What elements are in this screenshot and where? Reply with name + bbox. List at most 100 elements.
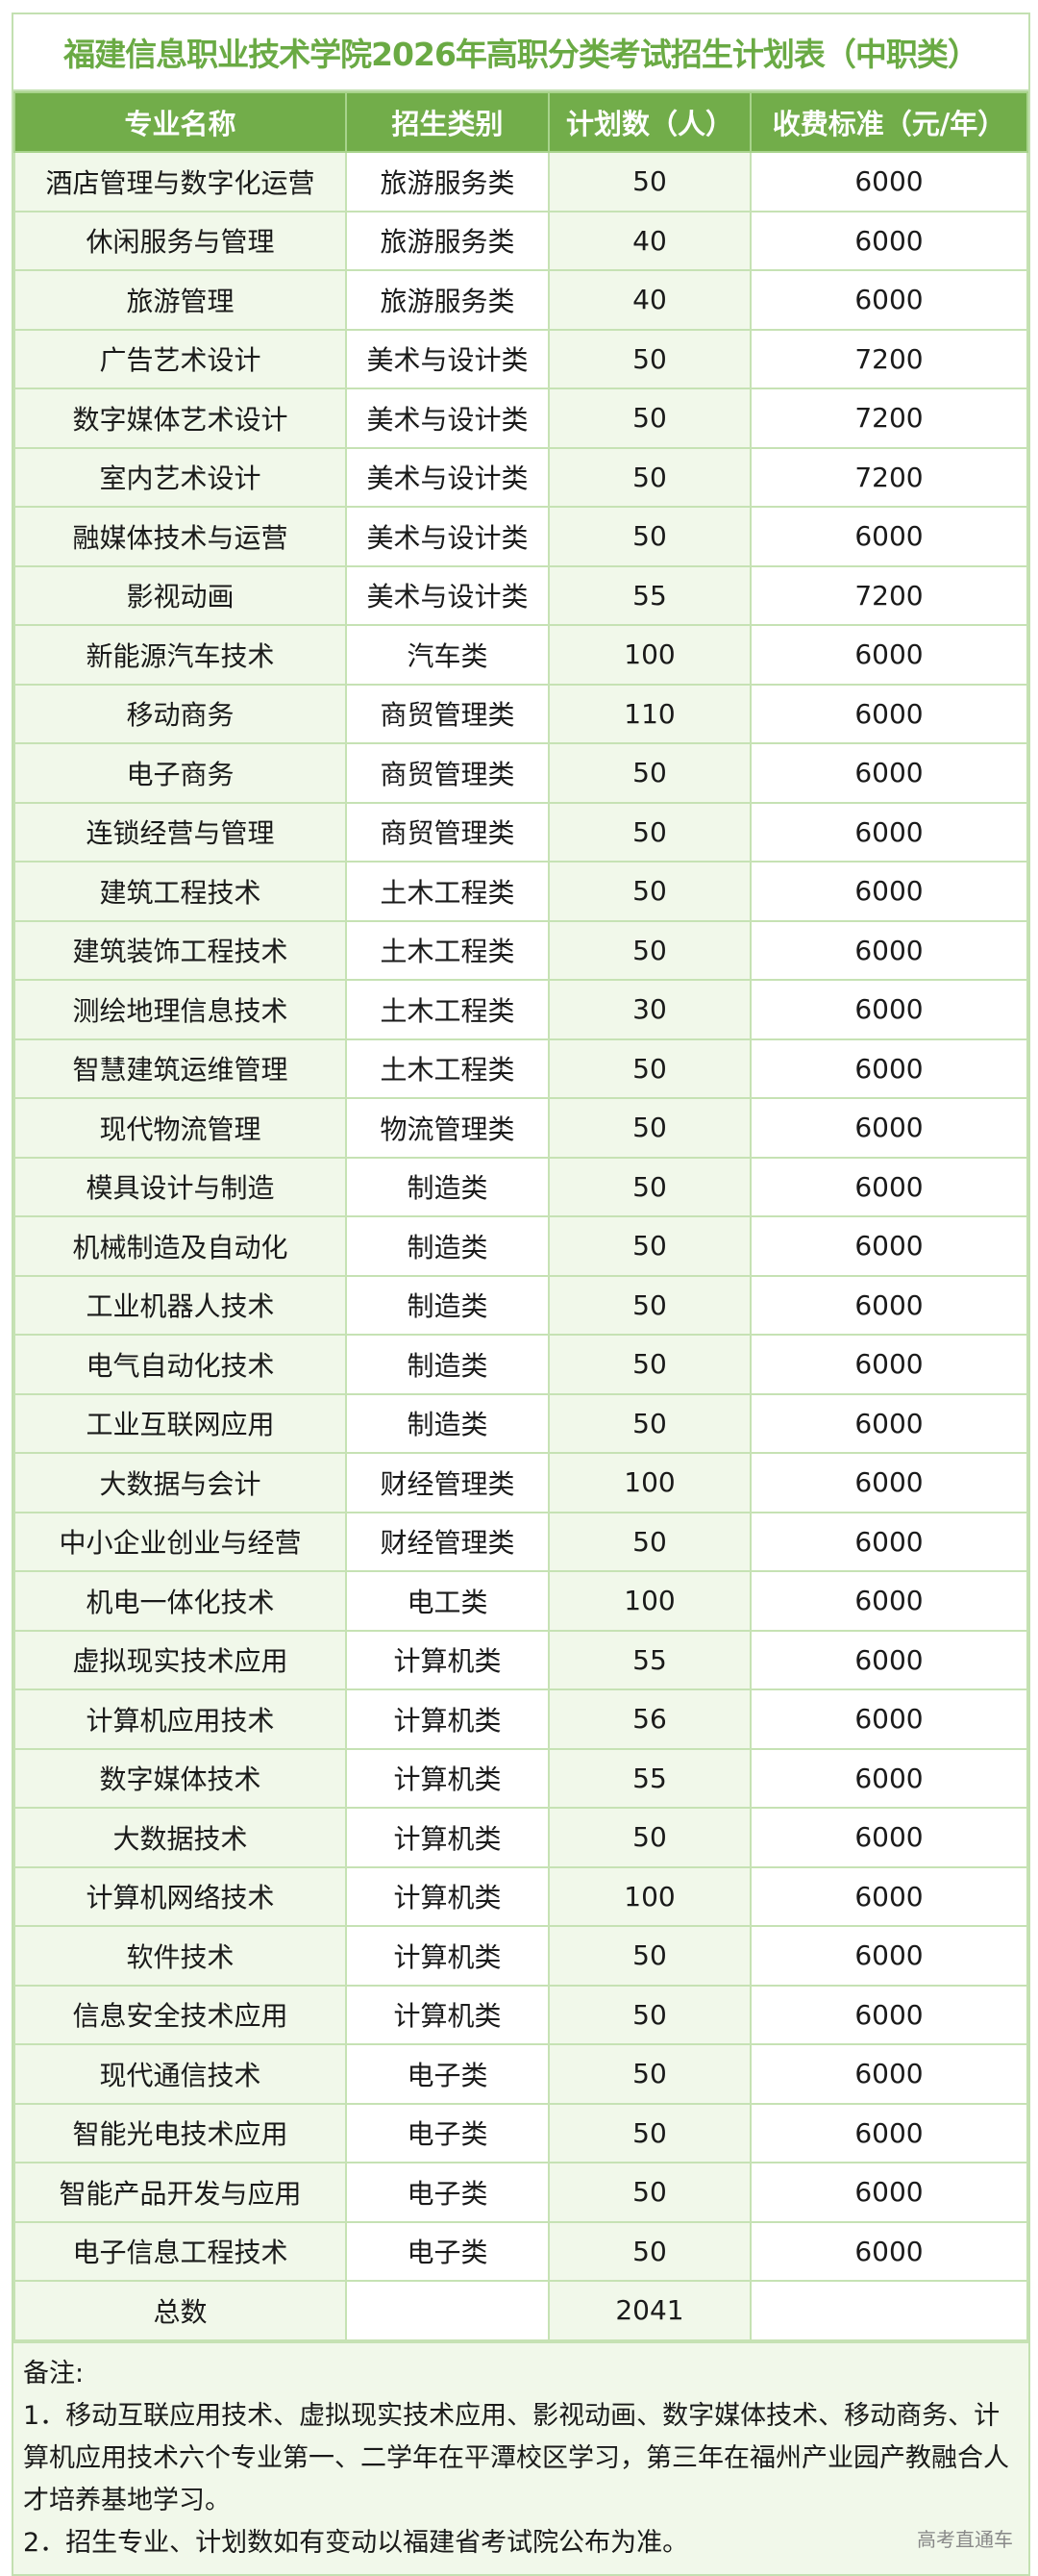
notes-heading: 备注: xyxy=(23,2358,85,2388)
cell-fee: 6000 xyxy=(750,1038,1028,1099)
cell-category: 汽车类 xyxy=(345,624,550,686)
cell-plan-count: 50 xyxy=(548,1097,752,1159)
cell-major: 现代通信技术 xyxy=(13,2043,347,2105)
cell-category: 电工类 xyxy=(345,1570,550,1632)
cell-category: 电子类 xyxy=(345,2220,550,2282)
cell-category: 制造类 xyxy=(345,1156,550,1217)
cell-plan-count: 50 xyxy=(548,1392,752,1454)
cell-category: 旅游服务类 xyxy=(345,269,550,331)
cell-major: 休闲服务与管理 xyxy=(13,210,347,271)
cell-major: 数字媒体技术 xyxy=(13,1747,347,1809)
table-row: 电子商务 商贸管理类 50 6000 xyxy=(13,742,1028,804)
cell-plan-count: 50 xyxy=(548,1925,752,1987)
cell-category: 制造类 xyxy=(345,1392,550,1454)
cell-major: 模具设计与制造 xyxy=(13,1156,347,1217)
cell-plan-count: 40 xyxy=(548,210,752,271)
table-row: 室内艺术设计 美术与设计类 50 7200 xyxy=(13,446,1028,508)
cell-plan-count: 50 xyxy=(548,1274,752,1336)
cell-category: 物流管理类 xyxy=(345,1097,550,1159)
total-count: 2041 xyxy=(548,2280,752,2341)
cell-plan-count: 50 xyxy=(548,2102,752,2163)
cell-fee: 6000 xyxy=(750,1392,1028,1454)
cell-major: 计算机应用技术 xyxy=(13,1688,347,1750)
cell-category: 土木工程类 xyxy=(345,979,550,1040)
cell-category: 美术与设计类 xyxy=(345,328,550,389)
table-row: 软件技术 计算机类 50 6000 xyxy=(13,1925,1028,1987)
cell-category: 美术与设计类 xyxy=(345,564,550,626)
cell-fee: 6000 xyxy=(750,979,1028,1040)
cell-category: 旅游服务类 xyxy=(345,210,550,271)
table-row: 工业机器人技术 制造类 50 6000 xyxy=(13,1274,1028,1336)
table-row: 测绘地理信息技术 土木工程类 30 6000 xyxy=(13,979,1028,1040)
cell-category: 土木工程类 xyxy=(345,919,550,981)
cell-plan-count: 50 xyxy=(548,1156,752,1217)
cell-category: 美术与设计类 xyxy=(345,388,550,449)
table-row: 电气自动化技术 制造类 50 6000 xyxy=(13,1334,1028,1395)
table-row: 智能光电技术应用 电子类 50 6000 xyxy=(13,2102,1028,2163)
table-row: 现代通信技术 电子类 50 6000 xyxy=(13,2043,1028,2105)
cell-category: 美术与设计类 xyxy=(345,506,550,567)
cell-plan-count: 40 xyxy=(548,269,752,331)
cell-fee: 6000 xyxy=(750,1925,1028,1987)
table-row: 旅游管理 旅游服务类 40 6000 xyxy=(13,269,1028,331)
cell-plan-count: 50 xyxy=(548,2043,752,2105)
cell-fee: 7200 xyxy=(750,388,1028,449)
cell-category: 美术与设计类 xyxy=(345,446,550,508)
note-item: 2．招生专业、计划数如有变动以福建省考试院公布为准。 xyxy=(23,2527,689,2558)
cell-category: 计算机类 xyxy=(345,1629,550,1690)
cell-major: 现代物流管理 xyxy=(13,1097,347,1159)
table-row: 现代物流管理 物流管理类 50 6000 xyxy=(13,1097,1028,1159)
cell-fee: 6000 xyxy=(750,919,1028,981)
cell-major: 电子商务 xyxy=(13,742,347,804)
cell-major: 影视动画 xyxy=(13,564,347,626)
cell-category: 电子类 xyxy=(345,2043,550,2105)
cell-plan-count: 50 xyxy=(548,446,752,508)
cell-fee: 6000 xyxy=(750,1747,1028,1809)
cell-major: 新能源汽车技术 xyxy=(13,624,347,686)
cell-category: 计算机类 xyxy=(345,1984,550,2045)
cell-plan-count: 50 xyxy=(548,1334,752,1395)
cell-fee: 6000 xyxy=(750,1629,1028,1690)
cell-major: 酒店管理与数字化运营 xyxy=(13,151,347,213)
cell-major: 连锁经营与管理 xyxy=(13,801,347,863)
cell-fee: 6000 xyxy=(750,1156,1028,1217)
cell-plan-count: 100 xyxy=(548,1570,752,1632)
watermark: 高考直通车 xyxy=(917,2527,1013,2551)
cell-plan-count: 50 xyxy=(548,1984,752,2045)
table-row: 计算机网络技术 计算机类 100 6000 xyxy=(13,1865,1028,1927)
cell-major: 虚拟现实技术应用 xyxy=(13,1629,347,1690)
cell-fee: 6000 xyxy=(750,1097,1028,1159)
cell-category: 制造类 xyxy=(345,1215,550,1277)
table-row: 机电一体化技术 电工类 100 6000 xyxy=(13,1570,1028,1632)
total-category xyxy=(345,2280,550,2341)
table-row: 移动商务 商贸管理类 110 6000 xyxy=(13,683,1028,744)
enrollment-table: 专业名称 招生类别 计划数（人） 收费标准（元/年） 酒店管理与数字化运营 旅游服… xyxy=(13,91,1028,2341)
cell-category: 财经管理类 xyxy=(345,1452,550,1513)
cell-fee: 6000 xyxy=(750,2043,1028,2105)
cell-major: 融媒体技术与运营 xyxy=(13,506,347,567)
total-fee xyxy=(750,2280,1028,2341)
cell-fee: 6000 xyxy=(750,2220,1028,2282)
cell-category: 电子类 xyxy=(345,2102,550,2163)
cell-fee: 7200 xyxy=(750,564,1028,626)
cell-major: 移动商务 xyxy=(13,683,347,744)
cell-major: 智能产品开发与应用 xyxy=(13,2162,347,2223)
table-row: 大数据与会计 财经管理类 100 6000 xyxy=(13,1452,1028,1513)
cell-fee: 6000 xyxy=(750,624,1028,686)
cell-major: 机电一体化技术 xyxy=(13,1570,347,1632)
cell-plan-count: 55 xyxy=(548,1629,752,1690)
cell-category: 制造类 xyxy=(345,1334,550,1395)
cell-plan-count: 55 xyxy=(548,564,752,626)
cell-plan-count: 50 xyxy=(548,2162,752,2223)
header-category: 招生类别 xyxy=(345,91,550,153)
cell-major: 智能光电技术应用 xyxy=(13,2102,347,2163)
cell-fee: 6000 xyxy=(750,2102,1028,2163)
cell-major: 智慧建筑运维管理 xyxy=(13,1038,347,1099)
table-row: 建筑工程技术 土木工程类 50 6000 xyxy=(13,861,1028,922)
table-header-row: 专业名称 招生类别 计划数（人） 收费标准（元/年） xyxy=(13,91,1028,153)
cell-major: 软件技术 xyxy=(13,1925,347,1987)
cell-plan-count: 50 xyxy=(548,2220,752,2282)
cell-fee: 6000 xyxy=(750,1865,1028,1927)
cell-plan-count: 56 xyxy=(548,1688,752,1750)
cell-fee: 6000 xyxy=(750,2162,1028,2223)
